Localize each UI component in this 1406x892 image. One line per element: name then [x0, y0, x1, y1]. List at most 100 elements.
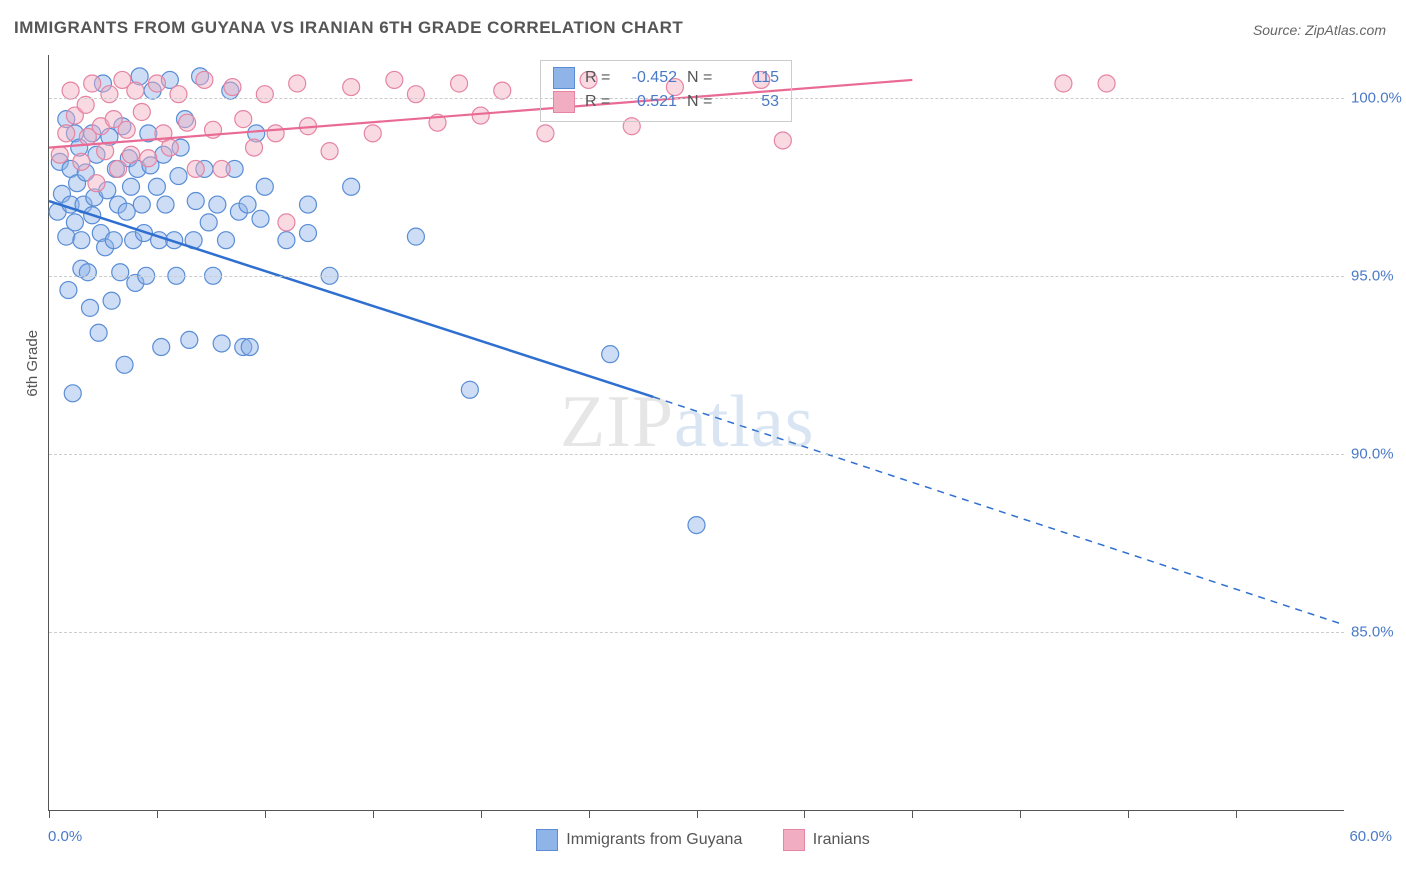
- scatter-point: [252, 210, 269, 227]
- legend-n-label: N =: [687, 69, 715, 87]
- scatter-point: [213, 160, 230, 177]
- scatter-point: [123, 178, 140, 195]
- scatter-point: [472, 107, 489, 124]
- scatter-point: [112, 264, 129, 281]
- scatter-point: [127, 82, 144, 99]
- scatter-point: [278, 232, 295, 249]
- legend-swatch-1: [553, 91, 575, 113]
- scatter-point: [82, 299, 99, 316]
- chart-title: IMMIGRANTS FROM GUYANA VS IRANIAN 6TH GR…: [14, 18, 683, 38]
- watermark-atlas: atlas: [674, 381, 815, 463]
- legend-r-value-1: 0.521: [623, 93, 677, 111]
- scatter-point: [170, 86, 187, 103]
- scatter-point: [343, 79, 360, 96]
- scatter-point: [64, 385, 81, 402]
- scatter-point: [278, 214, 295, 231]
- correlation-legend: R = -0.452 N = 115 R = 0.521 N = 53: [540, 60, 792, 122]
- scatter-point: [289, 75, 306, 92]
- scatter-point: [88, 175, 105, 192]
- scatter-point: [153, 339, 170, 356]
- scatter-point: [161, 139, 178, 156]
- scatter-point: [105, 232, 122, 249]
- scatter-point: [97, 143, 114, 160]
- scatter-point: [407, 228, 424, 245]
- gridline-h: [49, 632, 1344, 633]
- scatter-point: [300, 225, 317, 242]
- scatter-point: [256, 178, 273, 195]
- scatter-point: [241, 339, 258, 356]
- scatter-point: [101, 86, 118, 103]
- y-tick-label: 85.0%: [1351, 623, 1406, 640]
- scatter-point: [774, 132, 791, 149]
- scatter-point: [602, 346, 619, 363]
- scatter-point: [1098, 75, 1115, 92]
- scatter-point: [118, 203, 135, 220]
- x-tick: [697, 810, 698, 818]
- scatter-point: [51, 146, 68, 163]
- x-tick: [1236, 810, 1237, 818]
- scatter-point: [688, 517, 705, 534]
- scatter-point: [537, 125, 554, 142]
- watermark-zip: ZIP: [560, 381, 674, 463]
- legend-n-label: N =: [687, 93, 715, 111]
- scatter-point: [364, 125, 381, 142]
- x-axis-max-label: 60.0%: [1349, 828, 1392, 845]
- bottom-legend-label-0: Immigrants from Guyana: [566, 831, 742, 849]
- y-axis-title: 6th Grade: [24, 330, 41, 397]
- bottom-legend-swatch-0: [536, 829, 558, 851]
- scatter-point: [461, 381, 478, 398]
- legend-n-value-1: 53: [725, 93, 779, 111]
- legend-n-value-0: 115: [725, 69, 779, 87]
- scatter-point: [321, 143, 338, 160]
- scatter-point: [200, 214, 217, 231]
- x-tick: [373, 810, 374, 818]
- scatter-point: [213, 335, 230, 352]
- bottom-legend-item-1: Iranians: [783, 829, 870, 851]
- y-tick-label: 100.0%: [1351, 89, 1406, 106]
- x-tick: [1020, 810, 1021, 818]
- x-tick: [912, 810, 913, 818]
- scatter-point: [58, 125, 75, 142]
- scatter-point: [148, 178, 165, 195]
- scatter-point: [90, 324, 107, 341]
- legend-r-value-0: -0.452: [623, 69, 677, 87]
- scatter-point: [181, 331, 198, 348]
- scatter-point: [66, 214, 83, 231]
- scatter-point: [84, 75, 101, 92]
- scatter-point: [300, 196, 317, 213]
- y-tick-label: 95.0%: [1351, 267, 1406, 284]
- scatter-point: [256, 86, 273, 103]
- scatter-point: [267, 125, 284, 142]
- scatter-point: [217, 232, 234, 249]
- x-tick: [804, 810, 805, 818]
- scatter-point: [451, 75, 468, 92]
- scatter-point: [133, 103, 150, 120]
- scatter-point: [343, 178, 360, 195]
- scatter-point: [224, 79, 241, 96]
- scatter-point: [103, 292, 120, 309]
- legend-row-1: R = 0.521 N = 53: [553, 91, 779, 113]
- scatter-point: [187, 160, 204, 177]
- scatter-point: [494, 82, 511, 99]
- scatter-point: [79, 264, 96, 281]
- bottom-legend-swatch-1: [783, 829, 805, 851]
- scatter-point: [407, 86, 424, 103]
- scatter-point: [133, 196, 150, 213]
- x-tick: [1128, 810, 1129, 818]
- scatter-point: [110, 160, 127, 177]
- x-axis-min-label: 0.0%: [48, 828, 82, 845]
- scatter-point: [77, 96, 94, 113]
- scatter-point: [239, 196, 256, 213]
- x-tick: [589, 810, 590, 818]
- gridline-h: [49, 276, 1344, 277]
- y-tick-label: 90.0%: [1351, 445, 1406, 462]
- x-tick: [481, 810, 482, 818]
- scatter-point: [209, 196, 226, 213]
- legend-row-0: R = -0.452 N = 115: [553, 67, 779, 89]
- x-tick: [49, 810, 50, 818]
- scatter-point: [386, 71, 403, 88]
- scatter-point: [179, 114, 196, 131]
- watermark: ZIPatlas: [560, 380, 815, 465]
- scatter-point: [62, 82, 79, 99]
- scatter-point: [235, 111, 252, 128]
